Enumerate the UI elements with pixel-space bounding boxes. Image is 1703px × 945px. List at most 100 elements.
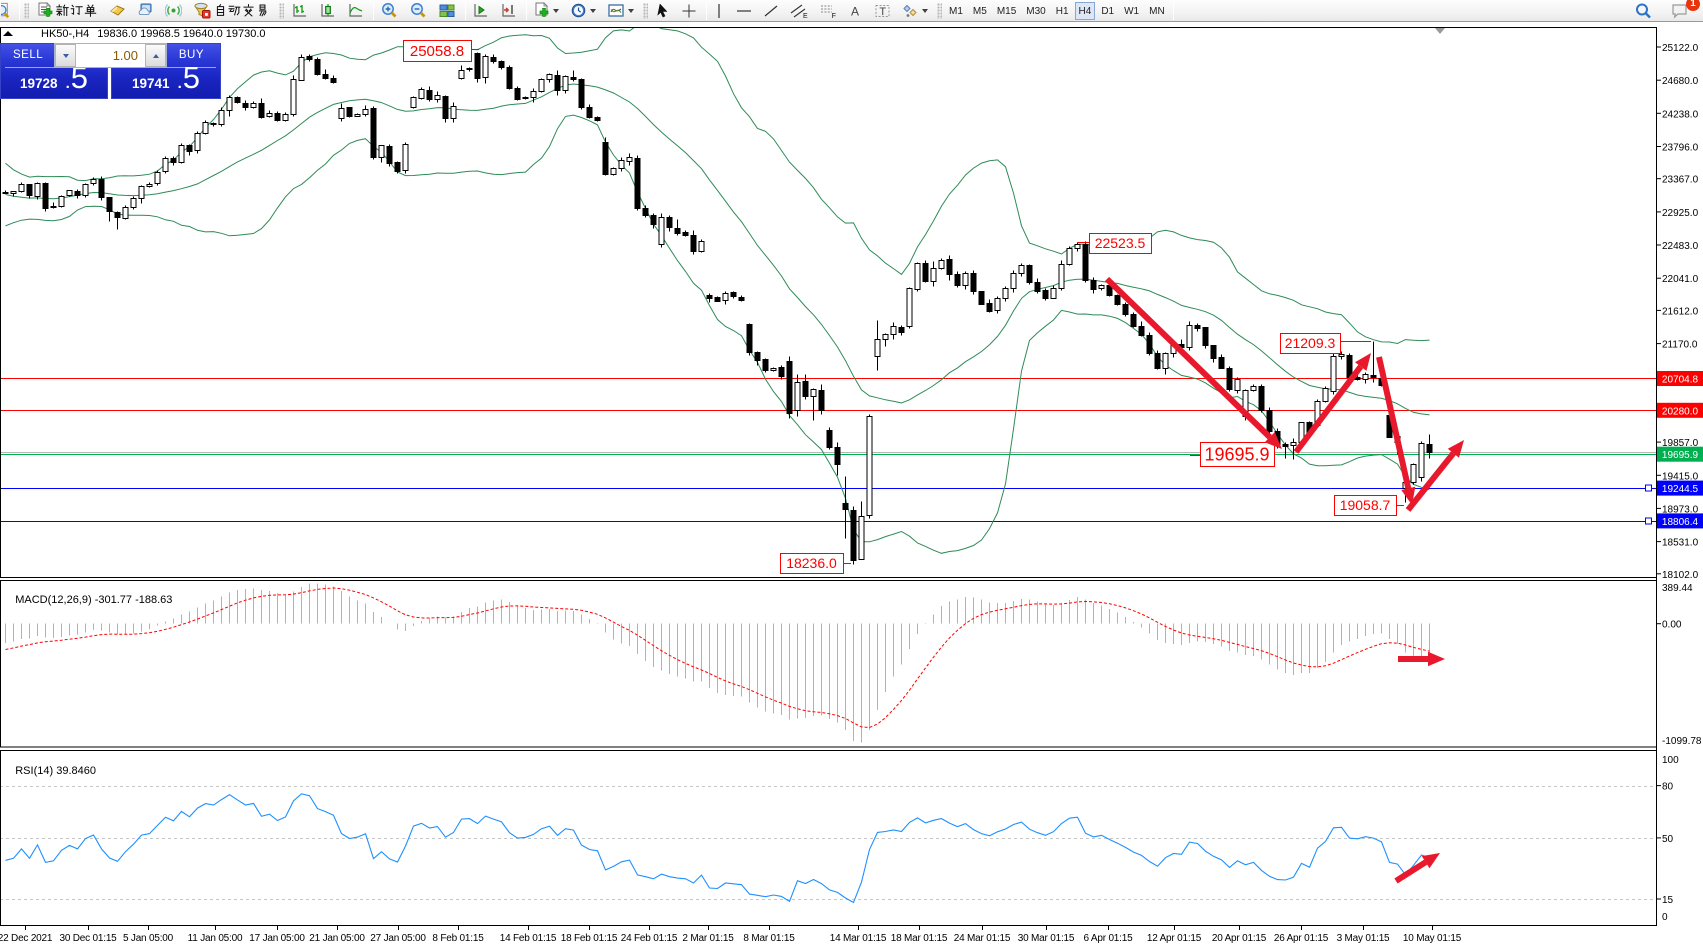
candle-body bbox=[1114, 295, 1121, 305]
search-button[interactable] bbox=[1630, 1, 1657, 21]
price-label-text: 21209.3 bbox=[1285, 335, 1336, 351]
shapes-dropdown-caret[interactable] bbox=[922, 8, 928, 13]
fibonacci-tool-button[interactable]: F bbox=[815, 1, 841, 21]
timeframe-button-m30[interactable]: M30 bbox=[1026, 5, 1046, 17]
candle-body bbox=[266, 113, 273, 117]
timeframe-button-mn[interactable]: MN bbox=[1149, 5, 1165, 17]
indicators-dropdown-caret[interactable] bbox=[553, 8, 559, 13]
candle-body bbox=[986, 303, 993, 312]
periods-button[interactable] bbox=[566, 1, 600, 21]
cursor-tool-button[interactable] bbox=[651, 1, 674, 21]
price-label-object[interactable]: 22523.5 bbox=[1077, 233, 1152, 254]
indicators-button[interactable] bbox=[529, 1, 563, 21]
candle-body bbox=[738, 297, 745, 301]
trend-arrow-object[interactable] bbox=[1398, 651, 1445, 667]
price-label-object[interactable]: 18236.0 bbox=[780, 553, 852, 574]
svg-text:F: F bbox=[832, 13, 836, 19]
text-label-tool-button[interactable]: T bbox=[870, 1, 895, 21]
candle-body bbox=[802, 381, 809, 397]
crosshair-tool-button[interactable] bbox=[677, 1, 701, 21]
trend-arrow-object[interactable] bbox=[1394, 853, 1440, 884]
timeframe-button-m15[interactable]: M15 bbox=[996, 5, 1017, 17]
zoom-out-button[interactable] bbox=[405, 1, 431, 21]
candle-body bbox=[362, 109, 369, 115]
price-label-object[interactable]: 25058.8 bbox=[403, 40, 480, 62]
candle-body bbox=[306, 56, 313, 60]
vertical-line-tool-button[interactable] bbox=[709, 1, 729, 21]
candle-body bbox=[818, 390, 825, 411]
rsi-pane-label: RSI(14) 39.8460 bbox=[3, 753, 96, 789]
candle-body bbox=[282, 114, 289, 121]
trend-arrow-object[interactable] bbox=[1104, 276, 1282, 449]
price-label-object[interactable]: 19058.7 bbox=[1334, 495, 1405, 516]
channel-tool-button[interactable]: E bbox=[786, 1, 812, 21]
chart-header: HK50-,H4 19836.0 19968.5 19640.0 19730.0 bbox=[3, 27, 266, 40]
toolbar: E F A T bbox=[0, 0, 1703, 22]
candlestick-chart-button[interactable] bbox=[315, 1, 340, 21]
mql5-community-button[interactable] bbox=[133, 1, 158, 21]
print-preview-button[interactable] bbox=[0, 1, 14, 21]
volume-input[interactable]: 1.00 bbox=[112, 48, 138, 63]
candle-body bbox=[298, 57, 305, 81]
line-chart-button[interactable] bbox=[343, 1, 368, 21]
tile-windows-button[interactable] bbox=[434, 1, 460, 21]
timeframe-button-h1[interactable]: H1 bbox=[1055, 5, 1069, 17]
trend-arrow-object[interactable] bbox=[1405, 440, 1464, 512]
periods-dropdown-caret[interactable] bbox=[590, 8, 596, 13]
line-handle[interactable] bbox=[1645, 517, 1652, 525]
volume-decrease-button[interactable] bbox=[55, 44, 76, 67]
timeframe-button-m5[interactable]: M5 bbox=[972, 5, 987, 17]
line-handle[interactable] bbox=[1645, 484, 1652, 492]
candle-body bbox=[1034, 282, 1041, 292]
candle-body bbox=[442, 96, 449, 119]
trend-arrow-object[interactable] bbox=[1376, 356, 1416, 505]
rsi-pane-viewport[interactable] bbox=[0, 786, 1656, 904]
macd-scale-max: 389.44 bbox=[1662, 583, 1693, 594]
trend-arrow-object[interactable] bbox=[1293, 353, 1371, 454]
cursor-icon bbox=[657, 2, 668, 17]
horizontal-line-tool-button[interactable] bbox=[732, 1, 756, 21]
signals-button[interactable] bbox=[161, 1, 186, 21]
auto-scroll-button[interactable] bbox=[468, 1, 493, 21]
trendline-tool-button[interactable] bbox=[759, 1, 783, 21]
zoom-in-button[interactable] bbox=[376, 1, 402, 21]
candle-body bbox=[410, 97, 417, 108]
metaeditor-button[interactable] bbox=[105, 1, 130, 21]
candle-body bbox=[1338, 354, 1345, 357]
new-order-button[interactable] bbox=[32, 1, 102, 21]
timeframe-button-h4[interactable]: H4 bbox=[1074, 1, 1096, 20]
candle-body bbox=[1202, 327, 1209, 346]
autotrading-button[interactable] bbox=[189, 1, 274, 21]
new-order-label bbox=[56, 3, 98, 18]
price-label-object[interactable]: 19695.9 bbox=[1190, 442, 1275, 467]
notifications-button[interactable]: 1 bbox=[1666, 0, 1700, 21]
text-tool-button[interactable]: A bbox=[844, 1, 867, 21]
timeframe-button-w1[interactable]: W1 bbox=[1124, 5, 1140, 17]
price-annotations: 25058.8 22523.5 21209.3 19695.9 19058.7 18236… bbox=[403, 40, 1405, 574]
candle-body bbox=[850, 510, 857, 561]
chart-shift-button[interactable] bbox=[496, 1, 521, 21]
bar-chart-button[interactable] bbox=[287, 1, 312, 21]
toolbar-drag-handle[interactable] bbox=[279, 2, 284, 19]
price-label-object[interactable]: 21209.3 bbox=[1280, 333, 1372, 354]
toolbar-drag-handle[interactable] bbox=[643, 2, 648, 19]
macd-pane-viewport[interactable] bbox=[5, 583, 1430, 743]
timeframe-button-m1[interactable]: M1 bbox=[949, 5, 963, 17]
volume-increase-button[interactable] bbox=[145, 44, 166, 67]
shapes-tool-button[interactable] bbox=[898, 1, 932, 21]
templates-dropdown-caret[interactable] bbox=[628, 8, 634, 13]
candle-body bbox=[170, 158, 177, 163]
candle-body bbox=[1226, 368, 1233, 390]
price-badge: 19244.5 bbox=[1657, 480, 1703, 496]
chart-shift-marker[interactable] bbox=[1435, 28, 1445, 34]
candle-body bbox=[154, 172, 161, 184]
toolbar-drag-handle[interactable] bbox=[937, 2, 942, 19]
toolbar-separator bbox=[465, 1, 466, 20]
templates-button[interactable] bbox=[603, 1, 638, 21]
collapse-triangle-icon[interactable] bbox=[3, 31, 13, 36]
main-pane-viewport[interactable] bbox=[0, 25, 1656, 565]
toolbar-drag-handle[interactable] bbox=[24, 2, 29, 19]
candle-body bbox=[490, 57, 497, 62]
timeframe-button-d1[interactable]: D1 bbox=[1101, 5, 1115, 17]
